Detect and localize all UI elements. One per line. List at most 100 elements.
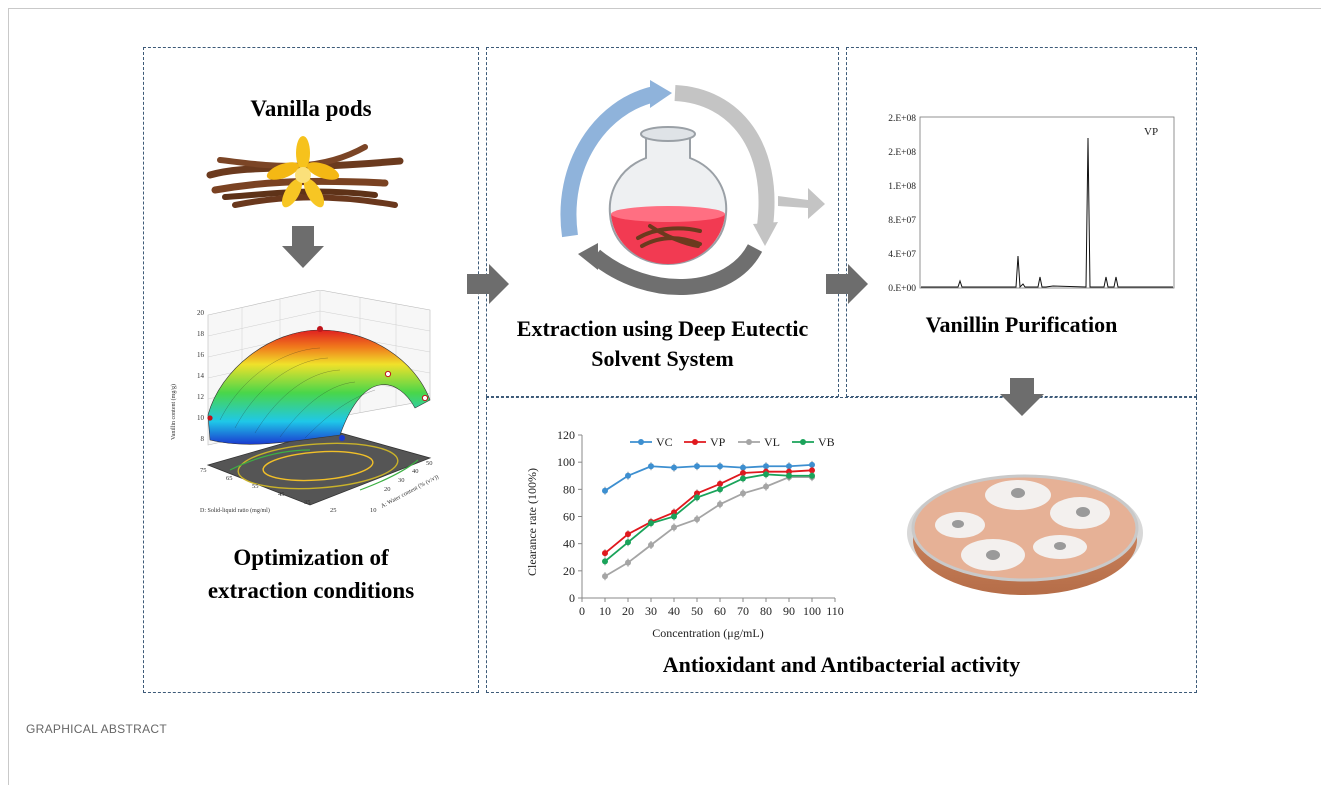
x-tick: 20 (384, 486, 391, 493)
vanilla-pods-illustration (206, 136, 404, 208)
data-point-VB (694, 494, 700, 501)
chart-x-tick-label: 100 (803, 604, 821, 618)
extraction-title-line1: Extraction using Deep Eutectic (516, 316, 809, 341)
z-tick: 16 (197, 351, 205, 359)
data-point-VB (786, 472, 792, 479)
chromatogram: 2.E+08 2.E+08 1.E+08 8.E+07 4.E+07 0.E+0… (888, 114, 1175, 294)
data-point-VP (717, 480, 723, 487)
data-point-VB (763, 471, 769, 478)
down-arrow-icon (1000, 378, 1044, 416)
x-tick: 30 (398, 477, 405, 484)
legend-marker-VC (638, 439, 644, 445)
chromatogram-y-tick: 4.E+07 (888, 250, 916, 260)
x-tick: 10 (370, 507, 377, 514)
y-tick: 45 (278, 491, 285, 498)
y-tick: 35 (304, 499, 311, 506)
chart-y-tick-label: 40 (563, 537, 575, 551)
right-arrow-icon (467, 264, 509, 304)
chromatogram-y-tick: 8.E+07 (888, 216, 916, 226)
chromatogram-trace (921, 137, 1173, 289)
chart-x-axis-label: Concentration (μg/mL) (652, 626, 763, 640)
petri-dish-illustration (907, 474, 1143, 595)
data-point-VP (602, 550, 608, 557)
z-tick: 20 (197, 309, 205, 317)
data-point-VL (671, 524, 677, 531)
vanilla-pods-title: Vanilla pods (250, 96, 372, 121)
legend-marker-VB (800, 439, 806, 445)
z-tick: 18 (197, 330, 205, 338)
data-point-VB (625, 539, 631, 546)
data-point-VP (625, 531, 631, 538)
response-surface-plot: 20 18 16 14 12 10 8 Vanillin content (mg… (170, 290, 440, 514)
chart-y-tick-label: 60 (563, 510, 575, 524)
legend-label-VL: VL (764, 435, 780, 449)
series-line-VL (604, 476, 812, 578)
x-tick: 50 (426, 460, 433, 467)
data-point-VC (740, 464, 746, 471)
z-tick: 14 (197, 372, 205, 380)
activity-title: Antioxidant and Antibacterial activity (662, 652, 1021, 677)
chart-y-tick-label: 100 (557, 455, 575, 469)
data-point-VC (763, 463, 769, 470)
data-point-VP (740, 470, 746, 477)
chromatogram-y-tick: 2.E+08 (888, 114, 916, 124)
chart-x-tick-label: 10 (599, 604, 611, 618)
chart-y-tick-label: 20 (563, 564, 575, 578)
data-point-VC (694, 463, 700, 470)
data-point-VB (809, 472, 815, 479)
frame-top-border (8, 8, 1321, 9)
chart-x-tick-label: 0 (579, 604, 585, 618)
panel-extraction (486, 47, 839, 397)
extraction-flask-illustration (560, 80, 825, 296)
optimization-title-line2: extraction conditions (207, 578, 415, 603)
data-point-VC (809, 461, 815, 468)
chart-x-tick-label: 30 (645, 604, 657, 618)
panel-optimization (143, 47, 479, 693)
y-axis-label: D: Solid-liquid ratio (mg/ml) (200, 507, 270, 514)
chromatogram-y-tick: 2.E+08 (888, 148, 916, 158)
legend-marker-VP (692, 439, 698, 445)
down-arrow-icon (282, 226, 324, 268)
data-point-VL (602, 573, 608, 580)
x-tick: 40 (412, 468, 419, 475)
right-arrow-icon (826, 264, 868, 304)
chart-x-tick-label: 90 (783, 604, 795, 618)
data-point-VB (671, 513, 677, 520)
data-point-VB (740, 475, 746, 482)
legend-label-VB: VB (818, 435, 835, 449)
data-point-VL (763, 483, 769, 490)
chromatogram-y-tick: 0.E+00 (888, 284, 916, 294)
chromatogram-y-tick: 1.E+08 (888, 182, 916, 192)
legend-marker-VL (746, 439, 752, 445)
purification-title: Vanillin Purification (925, 312, 1118, 337)
vanilla-pods-in-flask-icon (636, 224, 702, 248)
vanilla-flower-icon (266, 136, 340, 208)
chromatogram-label: VP (1144, 126, 1158, 138)
data-point-VC (625, 472, 631, 479)
chart-x-tick-label: 40 (668, 604, 680, 618)
data-point-VL (740, 490, 746, 497)
data-point-VC (717, 463, 723, 470)
data-point-VC (602, 487, 608, 494)
z-tick: 10 (197, 414, 205, 422)
y-tick: 55 (252, 483, 259, 490)
data-point-VC (671, 464, 677, 471)
chart-x-tick-label: 110 (826, 604, 844, 618)
optimization-title-line1: Optimization of (233, 545, 389, 570)
chart-y-tick-label: 0 (569, 591, 575, 605)
data-point-VP (809, 467, 815, 474)
z-axis-label: Vanillin content (mg/g) (170, 384, 177, 440)
data-point-VL (694, 516, 700, 523)
data-point-VL (648, 542, 654, 549)
legend-label-VC: VC (656, 435, 673, 449)
data-point-VL (717, 501, 723, 508)
chart-y-axis-label: Clearance rate (100%) (525, 468, 539, 576)
data-point-VB (648, 520, 654, 527)
y-tick: 75 (200, 467, 207, 474)
chart-x-tick-label: 20 (622, 604, 634, 618)
extraction-title-line2: Solvent System (591, 346, 734, 371)
y-tick: 25 (330, 507, 337, 514)
y-tick: 65 (226, 475, 233, 482)
chart-x-tick-label: 80 (760, 604, 772, 618)
frame-left-border (8, 8, 9, 785)
